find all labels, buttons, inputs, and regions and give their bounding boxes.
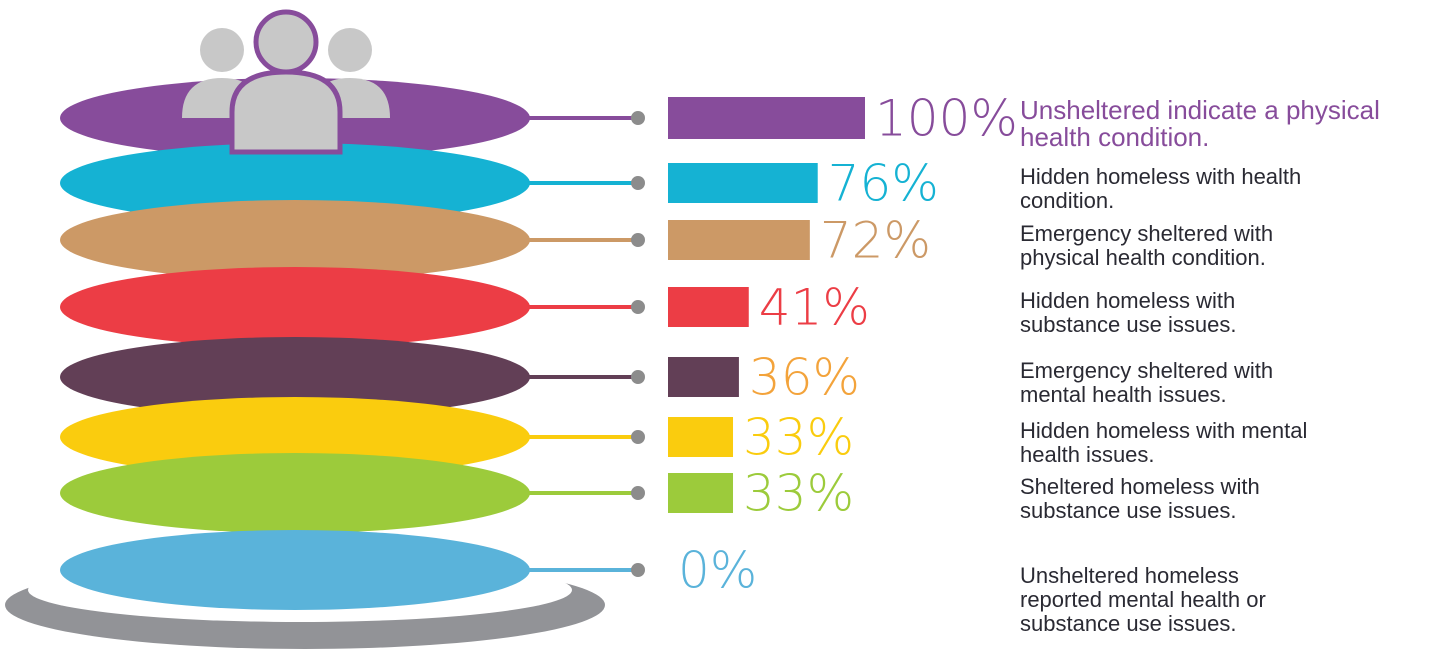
value-label: 0% [678,542,757,600]
connector-dot [631,176,645,190]
layer [60,530,530,610]
bar [668,287,749,327]
description: Emergency sheltered with physical health… [1020,221,1274,270]
connector-dot [631,563,645,577]
bar [668,97,865,139]
description: Hidden homeless with substance use issue… [1020,288,1237,337]
bar [668,417,734,457]
value-label: 72% [820,212,931,270]
value-label: 41% [759,279,870,337]
value-label: 76% [828,155,939,213]
layer [60,200,530,280]
description: Unsheltered indicate a physical health c… [1020,95,1380,152]
layer [60,453,530,533]
description: Sheltered homeless with substance use is… [1020,474,1260,523]
description: Hidden homeless with mental health issue… [1020,418,1308,467]
connector-dot [631,233,645,247]
icon [229,69,343,155]
layer [60,337,530,417]
connector-dot [631,486,645,500]
description: Hidden homeless with health condition. [1020,164,1302,213]
layer [60,143,530,223]
bar [668,357,739,397]
bar [668,473,734,513]
connector-dot [631,111,645,125]
icon [253,9,319,75]
connector-dot [631,370,645,384]
value-label: 100% [875,90,1018,148]
description: Emergency sheltered with mental health i… [1020,358,1274,407]
bar [668,220,810,260]
layer [60,267,530,347]
connector-dot [631,430,645,444]
description: Unsheltered homeless reported mental hea… [1020,563,1266,636]
icon [328,28,372,72]
connector-dot [631,300,645,314]
value-label: 33% [743,465,854,523]
layer [60,397,530,477]
value-label: 33% [743,409,854,467]
icon [200,28,244,72]
bar [668,163,818,203]
value-label: 36% [749,349,860,407]
